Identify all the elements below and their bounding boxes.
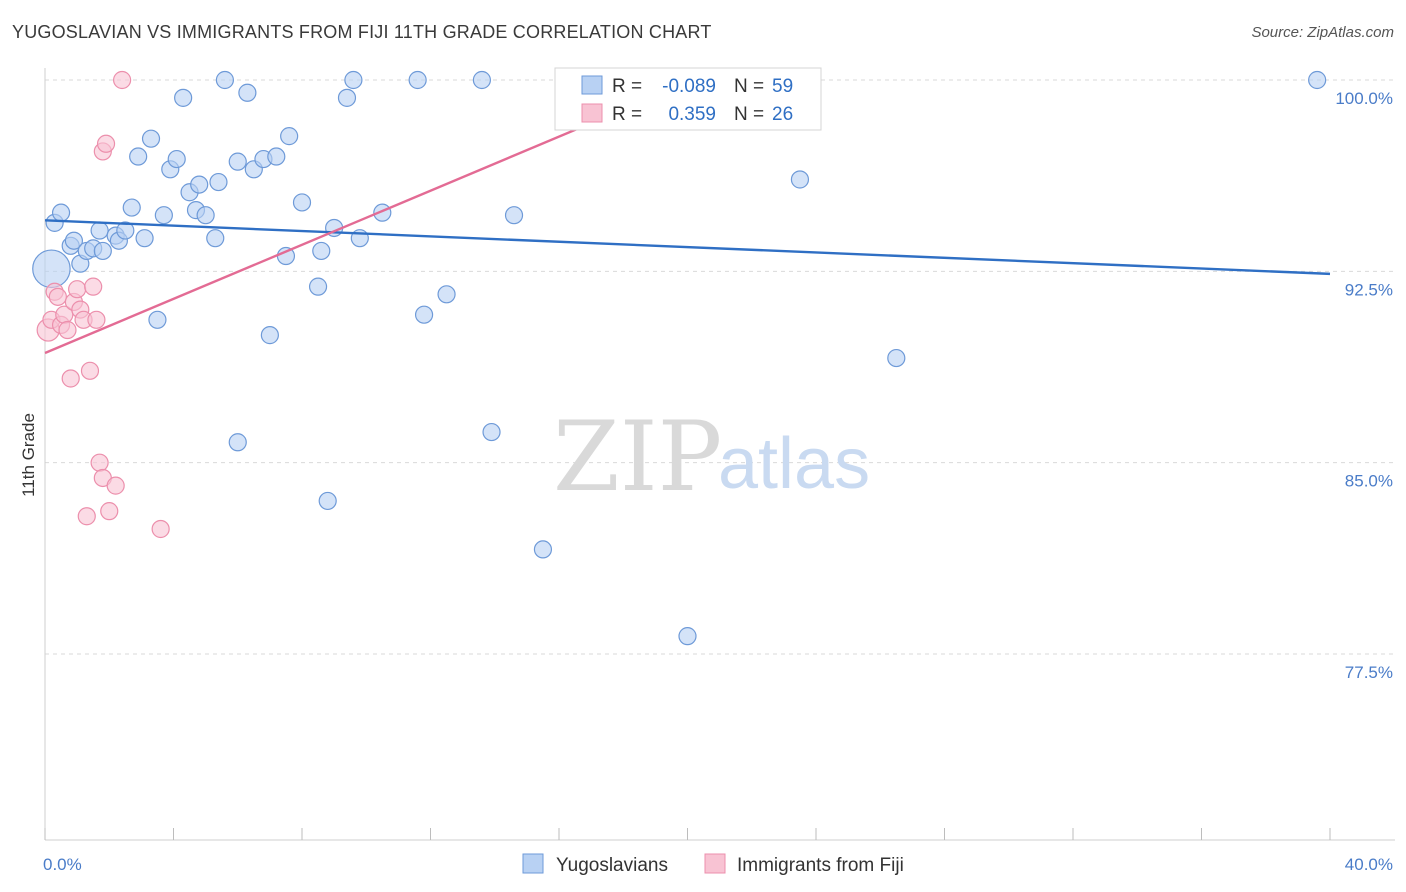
yugoslavian-point-50 bbox=[472, 70, 491, 90]
yugoslavian-point-2 bbox=[51, 203, 71, 222]
chart-source: Source: ZipAtlas.com bbox=[1251, 24, 1394, 41]
legend-n-label-1: N = bbox=[734, 76, 764, 97]
yugoslavian-point-17 bbox=[148, 310, 167, 329]
fiji-point-3 bbox=[48, 287, 67, 306]
yugoslavian-point-43 bbox=[337, 88, 357, 107]
yugoslavian-point-30 bbox=[228, 152, 247, 171]
yugoslavian-point-16 bbox=[141, 129, 161, 148]
y-tick-label-1: 92.5% bbox=[1345, 280, 1393, 299]
yugoslavian-point-26 bbox=[206, 229, 225, 248]
chart-title: YUGOSLAVIAN VS IMMIGRANTS FROM FIJI 11TH… bbox=[12, 22, 712, 42]
fiji-point-9 bbox=[68, 280, 87, 299]
yugoslavian-point-48 bbox=[414, 305, 434, 324]
legend-swatch-blue bbox=[581, 75, 603, 95]
legend-r-label-2: R = bbox=[612, 104, 642, 125]
yugoslavian-point-31 bbox=[238, 83, 257, 102]
yugoslavian-point-13 bbox=[122, 198, 141, 217]
yugoslavian-point-25 bbox=[196, 206, 215, 225]
fiji-point-19 bbox=[96, 134, 116, 153]
fiji-point-21 bbox=[106, 476, 125, 495]
legend-r-value-1: -0.089 bbox=[662, 76, 716, 97]
watermark-zip: ZIP bbox=[553, 401, 722, 513]
yugoslavian-point-8 bbox=[90, 221, 109, 240]
yugoslavian-point-52 bbox=[504, 206, 524, 225]
yugoslavian-point-18 bbox=[154, 206, 173, 225]
fiji-point-13 bbox=[80, 361, 100, 380]
yugoslavian-point-0 bbox=[32, 249, 71, 289]
stats-legend: R = -0.089 N = 59 R = 0.359 N = 26 bbox=[554, 67, 822, 131]
yugoslavian-point-53 bbox=[533, 540, 553, 559]
yugoslavian-point-21 bbox=[174, 88, 193, 107]
legend-n-label-2: N = bbox=[734, 104, 764, 125]
fiji-point-12 bbox=[77, 507, 96, 526]
yugoslavian-point-47 bbox=[408, 70, 427, 90]
series-legend-label-yugoslavians: Yugoslavians bbox=[556, 855, 668, 876]
yugoslavian-point-24 bbox=[190, 175, 209, 194]
watermark-atlas: atlas bbox=[718, 424, 870, 504]
axes bbox=[44, 68, 1395, 841]
y-axis-label: 11th Grade bbox=[19, 413, 38, 497]
y-tick-label-2: 85.0% bbox=[1345, 472, 1393, 491]
fiji-point-23 bbox=[151, 519, 170, 539]
fiji-point-22 bbox=[112, 70, 132, 90]
legend-n-value-1: 59 bbox=[772, 76, 793, 97]
yugoslavian-point-29 bbox=[228, 433, 247, 452]
fiji-point-15 bbox=[87, 310, 106, 329]
data-points bbox=[32, 70, 1327, 646]
tick-labels: 100.0% 92.5% 85.0% 77.5% 0.0% 40.0% bbox=[43, 89, 1393, 874]
yugoslavian-point-37 bbox=[280, 127, 299, 146]
yugoslavian-point-38 bbox=[292, 193, 312, 212]
yugoslavian-point-40 bbox=[312, 241, 331, 261]
yugoslavian-point-39 bbox=[308, 277, 328, 296]
yugoslavian-point-4 bbox=[64, 231, 84, 250]
series-legend-label-fiji: Immigrants from Fiji bbox=[737, 855, 904, 876]
fiji-point-7 bbox=[61, 369, 80, 388]
legend-n-value-2: 26 bbox=[772, 104, 793, 125]
legend-r-label-1: R = bbox=[612, 76, 642, 97]
yugoslavian-point-51 bbox=[482, 422, 501, 442]
x-tick-label-0: 0.0% bbox=[43, 855, 82, 874]
series-legend-swatch-yugoslavians bbox=[522, 853, 544, 874]
yugoslavian-point-34 bbox=[260, 326, 279, 345]
yugoslavian-point-9 bbox=[93, 241, 112, 261]
yugoslavian-point-54 bbox=[678, 627, 697, 646]
series-legend: Yugoslavians Immigrants from Fiji bbox=[522, 853, 904, 876]
yugoslavian-point-14 bbox=[129, 147, 148, 166]
yugoslavian-point-28 bbox=[215, 70, 234, 90]
yugoslavian-point-55 bbox=[790, 170, 810, 189]
yugoslavian-point-44 bbox=[344, 70, 363, 90]
yugoslavian-point-12 bbox=[116, 221, 135, 240]
fiji-point-16 bbox=[90, 453, 109, 472]
yugoslavian-point-49 bbox=[437, 285, 456, 304]
yugoslavian-point-27 bbox=[209, 172, 228, 192]
yugoslavian-point-41 bbox=[318, 491, 337, 511]
yugoslavian-point-20 bbox=[167, 149, 186, 169]
y-tick-label-0: 100.0% bbox=[1335, 89, 1393, 108]
x-tick-label-1: 40.0% bbox=[1345, 855, 1393, 874]
legend-r-value-2: 0.359 bbox=[668, 104, 716, 125]
yugoslavian-point-57 bbox=[1308, 70, 1327, 90]
fiji-point-14 bbox=[84, 277, 103, 296]
yugoslavian-point-35 bbox=[267, 147, 286, 166]
yugoslavian-trend-line bbox=[44, 219, 1331, 276]
yugoslavian-point-15 bbox=[135, 229, 154, 248]
watermark: ZIP atlas bbox=[553, 401, 870, 513]
fiji-point-20 bbox=[100, 502, 119, 521]
yugoslavian-point-56 bbox=[887, 348, 906, 368]
y-tick-label-3: 77.5% bbox=[1345, 663, 1393, 682]
legend-swatch-pink bbox=[581, 103, 603, 123]
series-legend-swatch-fiji bbox=[704, 853, 726, 874]
fiji-point-6 bbox=[58, 320, 77, 340]
